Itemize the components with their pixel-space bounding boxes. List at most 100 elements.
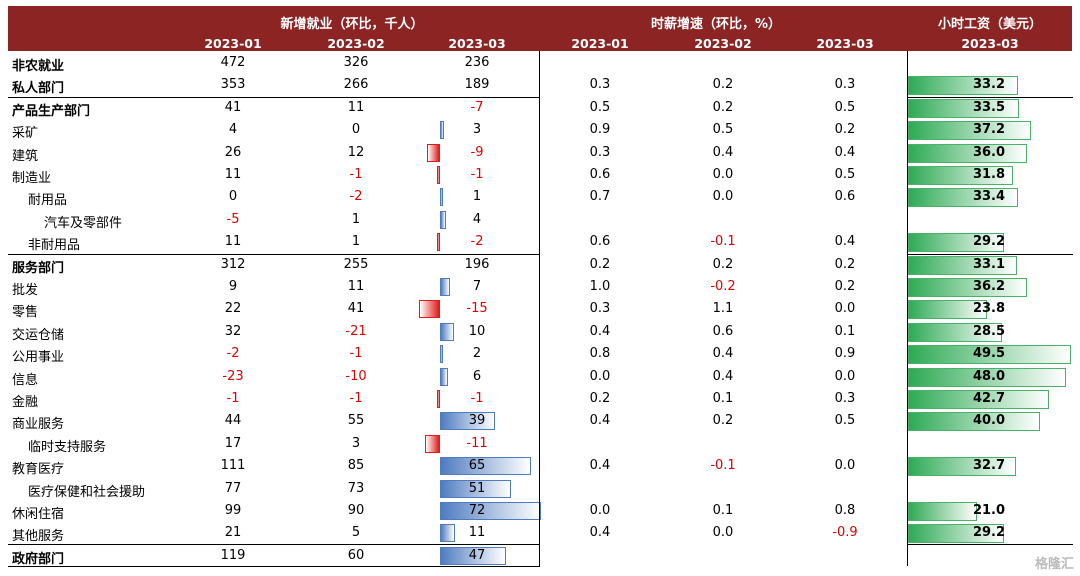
column-divider bbox=[539, 51, 540, 566]
hourly-wage-bar bbox=[908, 143, 1027, 163]
employment-bar bbox=[440, 367, 449, 386]
employment-bar bbox=[437, 233, 440, 252]
hourly-wage-bar bbox=[908, 367, 1067, 387]
hourly-wage-value: 33.4 bbox=[972, 189, 1006, 205]
table-row: 公用事业 -2 -1 2 0.8 0.4 0.9 49.5 bbox=[0, 343, 1080, 365]
employment-value: 72 bbox=[468, 503, 486, 518]
employment-value: 4 bbox=[228, 122, 238, 138]
wage-growth-value: 0.8 bbox=[834, 503, 856, 518]
emp-month-1: 2023-01 bbox=[204, 36, 262, 51]
employment-value: 26 bbox=[224, 144, 242, 160]
hourly-wage-bar bbox=[908, 524, 1005, 544]
employment-bar bbox=[440, 524, 456, 543]
employment-bar bbox=[440, 412, 495, 431]
wage-growth-value: 0.0 bbox=[712, 167, 734, 182]
wage-growth-value: 0.5 bbox=[712, 122, 734, 138]
employment-value: -2 bbox=[226, 346, 240, 362]
wage-month: 2023-03 bbox=[961, 36, 1019, 51]
wage-growth-value: 0.1 bbox=[712, 391, 734, 406]
employment-value: 3 bbox=[351, 435, 361, 451]
wage-growth-value: 0.4 bbox=[834, 234, 856, 250]
hourly-wage-bar bbox=[908, 166, 1013, 185]
table-row: 休闲住宿 99 90 72 0.0 0.1 0.8 21.0 bbox=[0, 500, 1080, 522]
employment-value: 255 bbox=[343, 256, 369, 272]
row-label: 汽车及零部件 bbox=[44, 215, 123, 231]
employment-value: -1 bbox=[349, 167, 363, 182]
employment-value: 11 bbox=[468, 525, 486, 541]
column-divider bbox=[907, 51, 908, 566]
hourly-wage-value: 33.1 bbox=[972, 256, 1006, 272]
row-label: 零售 bbox=[12, 305, 39, 321]
employment-value: 0 bbox=[351, 122, 361, 138]
employment-value: 326 bbox=[343, 55, 369, 70]
wage-growth-header bbox=[540, 6, 907, 51]
employment-bar bbox=[440, 345, 443, 364]
wage-growth-value: 0.5 bbox=[834, 99, 856, 115]
employment-value: 6 bbox=[472, 368, 482, 384]
employment-bar bbox=[440, 546, 506, 565]
wage-growth-value: 0.4 bbox=[712, 368, 734, 384]
row-divider bbox=[8, 254, 540, 255]
hourly-wage-value: 36.2 bbox=[972, 279, 1006, 294]
row-label: 采矿 bbox=[12, 126, 39, 142]
employment-value: 11 bbox=[347, 279, 365, 294]
table-row: 政府部门 119 60 47 bbox=[0, 545, 1080, 567]
table-row: 其他服务 21 5 11 0.4 0.0 -0.9 29.2 bbox=[0, 522, 1080, 544]
wage-growth-value: 1.1 bbox=[712, 301, 734, 317]
row-label: 建筑 bbox=[12, 148, 39, 164]
hourly-wage-value: 29.2 bbox=[972, 234, 1006, 250]
hourly-wage-value: 40.0 bbox=[972, 413, 1006, 429]
wage-growth-value: 0.3 bbox=[589, 144, 611, 160]
employment-value: 11 bbox=[224, 234, 242, 250]
employment-value: -23 bbox=[222, 368, 244, 384]
employment-value: 12 bbox=[347, 144, 365, 160]
hourly-wage-bar bbox=[908, 300, 987, 320]
employment-value: 2 bbox=[472, 346, 482, 362]
employment-value: 77 bbox=[224, 480, 242, 496]
wage-growth-value: 1.0 bbox=[589, 279, 611, 294]
row-label: 其他服务 bbox=[12, 529, 65, 545]
wage-growth-value: 0.1 bbox=[712, 503, 734, 518]
row-label: 休闲住宿 bbox=[12, 507, 65, 522]
table-row: 制造业 11 -1 -1 0.6 0.0 0.5 31.8 bbox=[0, 164, 1080, 186]
employment-value: 44 bbox=[224, 413, 242, 429]
hourly-wage-bar bbox=[908, 233, 1005, 253]
row-label: 临时支持服务 bbox=[28, 439, 107, 455]
row-label: 金融 bbox=[12, 395, 39, 410]
row-label: 政府部门 bbox=[12, 551, 65, 567]
employment-value: 312 bbox=[220, 256, 246, 272]
wage-growth-value: 0.4 bbox=[589, 458, 611, 474]
employment-value: 1 bbox=[472, 189, 482, 205]
wage-growth-value: 0.4 bbox=[834, 144, 856, 160]
hourly-wage-value: 33.2 bbox=[972, 77, 1006, 93]
hourly-wage-bar bbox=[908, 502, 978, 521]
employment-value: 21 bbox=[224, 525, 242, 541]
wage-growth-value: 0.4 bbox=[712, 144, 734, 160]
table-row: 临时支持服务 17 3 -11 bbox=[0, 433, 1080, 455]
employment-bar bbox=[440, 479, 512, 498]
employment-value: 55 bbox=[347, 413, 365, 429]
employment-bar bbox=[440, 278, 450, 296]
wage-growth-value: 0.0 bbox=[712, 525, 734, 541]
row-label: 教育医疗 bbox=[12, 462, 65, 478]
employment-value: 4 bbox=[472, 211, 482, 227]
employment-value: -11 bbox=[466, 435, 488, 451]
employment-value: 236 bbox=[464, 55, 490, 70]
employment-value: -5 bbox=[226, 211, 240, 227]
employment-value: -15 bbox=[466, 301, 488, 317]
table-row: 产品生产部门 41 11 -7 0.5 0.2 0.5 33.5 bbox=[0, 97, 1080, 119]
employment-value: 196 bbox=[464, 256, 490, 272]
hourly-wage-value: 37.2 bbox=[972, 122, 1006, 138]
hourly-wage-value: 48.0 bbox=[972, 368, 1006, 384]
wage-growth-value: 0.4 bbox=[589, 323, 611, 339]
wage-growth-value: 0.6 bbox=[589, 234, 611, 250]
wage-growth-value: 0.2 bbox=[834, 256, 856, 272]
hourly-wage-bar bbox=[908, 457, 1016, 477]
wage-growth-value: -0.1 bbox=[710, 458, 736, 474]
wage-growth-value: 0.2 bbox=[712, 77, 734, 93]
table-row: 采矿 4 0 3 0.9 0.5 0.2 37.2 bbox=[0, 119, 1080, 141]
row-divider bbox=[908, 254, 1073, 255]
hourly-wage-value: 33.5 bbox=[972, 99, 1006, 115]
hourly-wage-value: 32.7 bbox=[972, 458, 1006, 474]
row-label: 医疗保健和社会援助 bbox=[28, 484, 146, 500]
